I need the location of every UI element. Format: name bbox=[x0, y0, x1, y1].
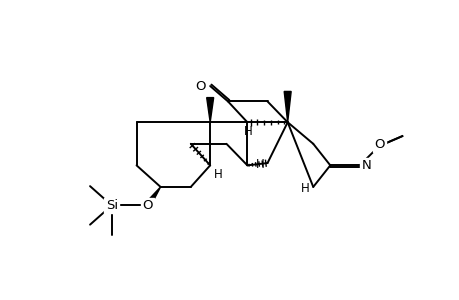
Polygon shape bbox=[284, 92, 291, 122]
Text: H: H bbox=[255, 158, 263, 171]
Text: O: O bbox=[195, 80, 206, 92]
Text: N: N bbox=[360, 159, 370, 172]
Polygon shape bbox=[145, 187, 160, 207]
Text: H: H bbox=[213, 168, 222, 181]
Text: H: H bbox=[301, 182, 309, 195]
Text: H: H bbox=[243, 125, 252, 138]
Text: O: O bbox=[142, 199, 152, 212]
Text: O: O bbox=[373, 138, 384, 151]
Text: Si: Si bbox=[106, 199, 118, 212]
Polygon shape bbox=[206, 98, 213, 122]
